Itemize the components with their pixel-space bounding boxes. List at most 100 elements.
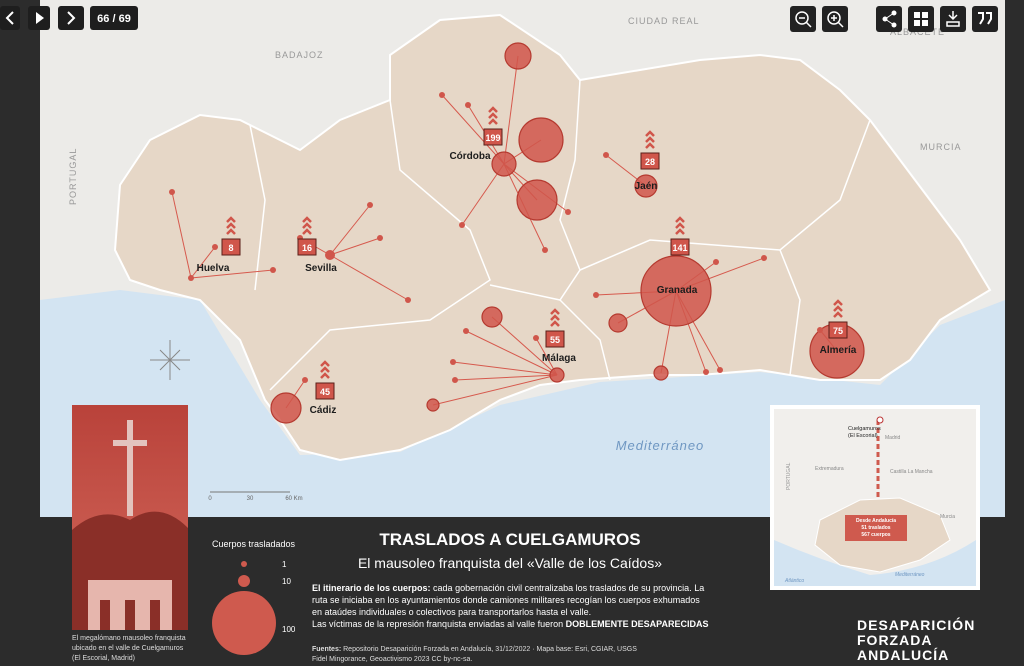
chevron — [488, 118, 498, 125]
inset-label: Extremadura — [815, 466, 844, 472]
origin-marker — [452, 377, 458, 383]
origin-marker — [593, 292, 599, 298]
chevron — [833, 299, 843, 306]
legend-item: 100 — [282, 625, 296, 634]
quote[interactable] — [972, 6, 998, 32]
chevron — [226, 222, 236, 229]
toolbar — [790, 6, 998, 32]
grid-view[interactable] — [908, 6, 934, 32]
count-box — [828, 321, 848, 339]
province: 55 Málaga — [542, 308, 576, 364]
logo-line: ANDALUCÍA — [857, 647, 949, 663]
chevron — [302, 222, 312, 229]
chevron — [488, 106, 498, 113]
share[interactable] — [876, 6, 902, 32]
photo-caption: El megalómano mausoleo franquista ubicad… — [72, 635, 186, 662]
caption-line: El megalómano mausoleo franquista — [72, 635, 186, 642]
province: 141 Granada — [657, 216, 698, 296]
chevron — [550, 308, 560, 315]
chevron — [226, 216, 236, 223]
svg-text:El itinerario de los cuerpos:: El itinerario de los cuerpos: cada gober… — [312, 583, 704, 593]
compass — [150, 340, 190, 380]
origin-marker — [465, 102, 471, 108]
origin-marker — [817, 327, 823, 333]
inset-label: Mediterráneo — [895, 572, 925, 578]
province: 8 Huelva — [197, 216, 241, 274]
chevron — [226, 228, 236, 235]
count-label: 16 — [302, 243, 312, 253]
scale-label: 30 — [247, 496, 254, 502]
count-box — [221, 238, 241, 256]
origin-marker — [367, 202, 373, 208]
origin-marker — [603, 152, 609, 158]
chevron — [320, 372, 330, 379]
origin-markers — [169, 42, 865, 424]
counter-box — [90, 6, 138, 30]
province: 45 Cádiz — [310, 360, 337, 416]
origin-marker — [270, 392, 302, 424]
route-line — [329, 254, 409, 301]
province-name: Cádiz — [310, 405, 337, 416]
legend: Cuerpos trasladados 1 10 100 — [212, 539, 296, 655]
count-box — [315, 382, 335, 400]
logo-line: DESAPARICIÓN — [857, 616, 975, 633]
body-lead: El itinerario de los cuerpos: — [312, 583, 431, 593]
chevron — [320, 360, 330, 367]
origin-marker — [640, 255, 712, 327]
province-name: Jaén — [635, 181, 658, 192]
legend-item: 10 — [282, 577, 291, 586]
origin-marker — [270, 267, 276, 273]
origin-marker — [212, 244, 218, 250]
body-line: cada gobernación civil centralizaba los … — [433, 583, 704, 593]
count-box — [640, 152, 660, 170]
route-line — [503, 55, 519, 165]
origin-marker — [426, 398, 440, 412]
inset-map: Cuelgamuros (El Escorial) Madrid Extrema… — [770, 405, 980, 590]
origin-marker — [608, 313, 628, 333]
origin-marker — [405, 297, 411, 303]
count-box — [545, 330, 565, 348]
slide-counter: 66 / 69 — [97, 13, 131, 25]
origin-marker — [518, 117, 564, 163]
origin-marker — [761, 255, 767, 261]
province-name: Málaga — [542, 353, 576, 364]
origin-marker — [459, 222, 465, 228]
route-line — [190, 246, 216, 279]
photo — [72, 405, 188, 630]
inset-box-line: Desde Andalucía — [856, 518, 896, 524]
province-name: Córdoba — [449, 151, 491, 162]
origin-marker — [463, 328, 469, 334]
province-name: Huelva — [197, 263, 230, 274]
legend-item: 1 — [282, 560, 287, 569]
province-name: Almería — [820, 345, 857, 356]
inset-box-line: 567 cuerpos — [861, 532, 890, 538]
sources-line: Repositorio Desaparición Forzada en Anda… — [343, 646, 637, 653]
sources: Fuentes: Repositorio Desaparición Forzad… — [312, 646, 637, 663]
prev-button[interactable] — [0, 6, 20, 30]
body-line: Las víctimas de la represión franquista … — [312, 619, 563, 629]
place-label: MURCIA — [920, 142, 962, 152]
zoom-in[interactable] — [822, 6, 848, 32]
chevron — [645, 130, 655, 137]
svg-text:Las víctimas de la represión f: Las víctimas de la represión franquista … — [312, 619, 709, 629]
scale-bar: 0 30 60 Km — [208, 491, 303, 502]
route-line — [441, 94, 505, 165]
inset-label: Castilla La Mancha — [890, 469, 933, 475]
inset-box-line: 51 traslados — [861, 525, 890, 531]
zoom-out[interactable] — [790, 6, 816, 32]
province: 75 Almería — [820, 299, 857, 356]
origin-marker — [491, 151, 517, 177]
nav: 66 / 69 — [0, 6, 138, 30]
body-emphasis: DOBLEMENTE DESAPARECIDAS — [566, 619, 709, 629]
scale-label: 0 — [208, 496, 212, 502]
next-button[interactable] — [58, 6, 84, 30]
origin-marker — [439, 92, 445, 98]
province-name: Sevilla — [305, 263, 337, 274]
chevron — [550, 314, 560, 321]
inset-label: PORTUGAL — [786, 462, 792, 490]
origin-marker — [653, 365, 669, 381]
chevron — [488, 112, 498, 119]
route-line — [190, 269, 274, 279]
